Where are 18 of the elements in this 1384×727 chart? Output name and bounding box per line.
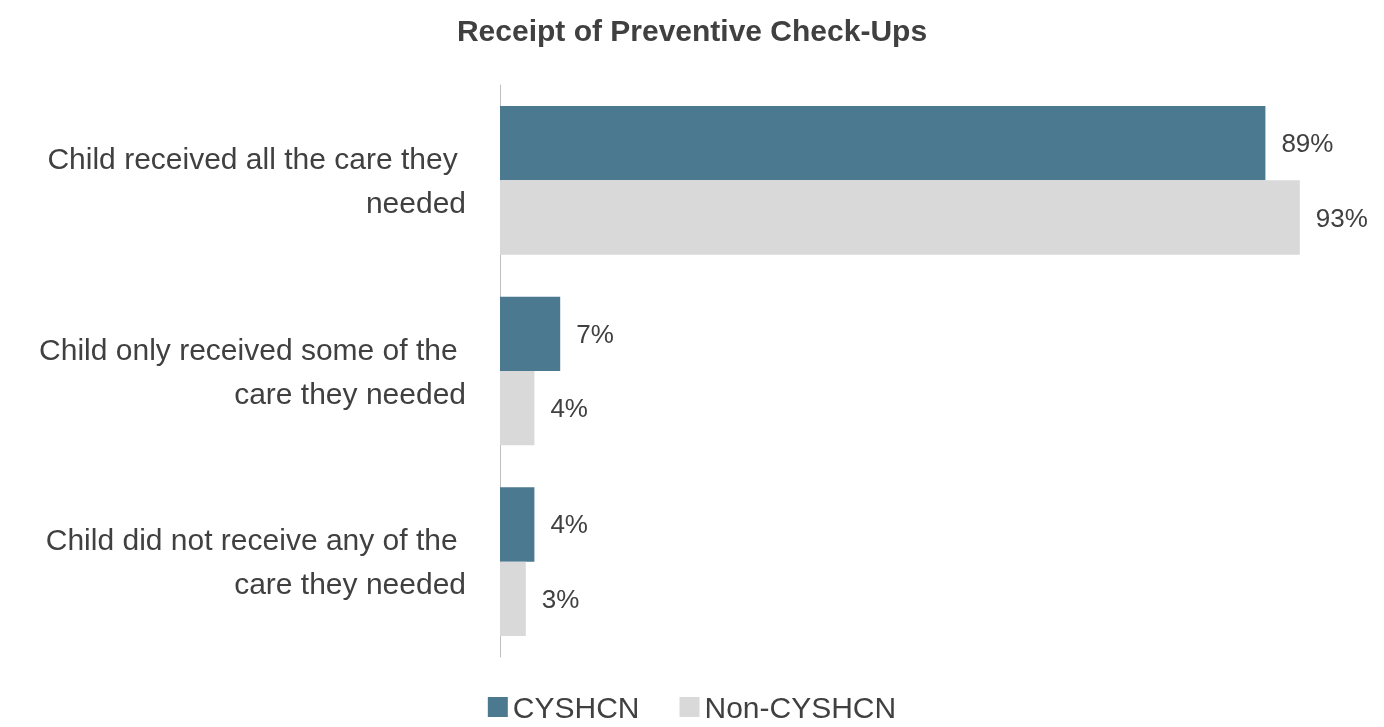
data-label: 4% [550,509,588,540]
bar [500,180,1300,255]
legend-label: Non-CYSHCN [704,690,897,724]
data-label: 93% [1315,202,1368,233]
data-label: 3% [541,583,580,614]
data-label: 7% [576,318,614,349]
data-label: 89% [1281,128,1334,159]
y-tick-label: Child received all the care they needed [47,141,466,219]
legend-label: CYSHCN [512,690,640,724]
bar [500,561,526,637]
bar [500,487,535,562]
y-tick-label: Child only received some of the care they needed [39,332,466,410]
chart-title: Receipt of Preventive Check-Ups [456,13,928,47]
data-label: 4% [550,393,588,424]
bar [500,296,561,371]
bar [500,371,535,446]
bar [500,105,1266,181]
y-tick-label: Child did not receive any of the care they needed [45,523,466,601]
